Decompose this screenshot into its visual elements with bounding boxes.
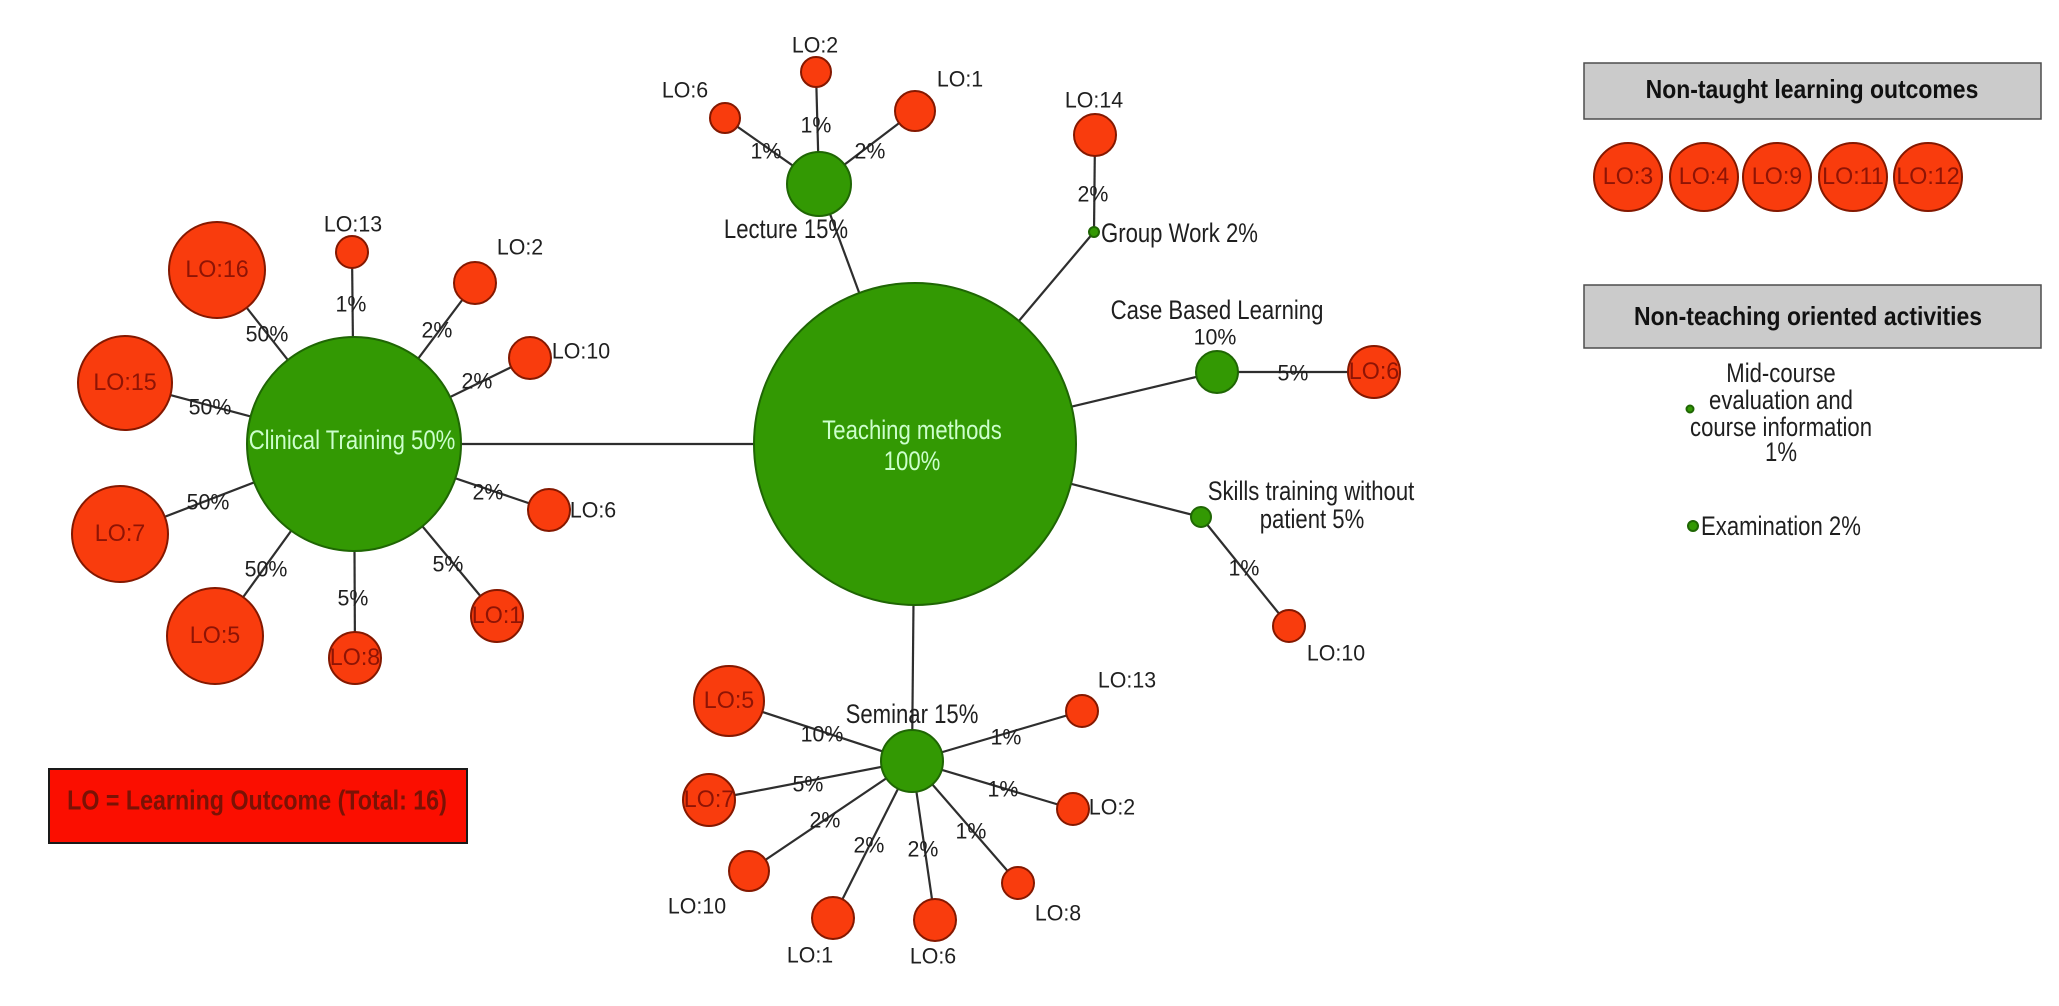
svg-text:2%: 2% — [908, 836, 939, 862]
svg-text:LO:7: LO:7 — [684, 787, 734, 813]
svg-text:LO:9: LO:9 — [1752, 164, 1802, 190]
svg-text:1%: 1% — [991, 724, 1022, 750]
svg-text:LO:8: LO:8 — [330, 645, 380, 671]
svg-text:1%: 1% — [751, 138, 782, 164]
svg-text:Lecture 15%: Lecture 15% — [724, 215, 848, 245]
svg-text:5%: 5% — [338, 585, 369, 611]
svg-text:10%: 10% — [1194, 324, 1237, 350]
svg-text:LO:10: LO:10 — [1307, 640, 1365, 666]
svg-text:1%: 1% — [1765, 438, 1797, 468]
svg-text:1%: 1% — [336, 291, 367, 317]
svg-text:LO:7: LO:7 — [95, 521, 145, 547]
svg-text:100%: 100% — [884, 447, 941, 477]
svg-text:course information: course information — [1690, 413, 1872, 443]
svg-text:LO:10: LO:10 — [668, 893, 726, 919]
svg-text:LO = Learning Outcome (Total:: LO = Learning Outcome (Total: 16) — [67, 786, 447, 816]
svg-text:LO:8: LO:8 — [1035, 900, 1081, 926]
svg-text:2%: 2% — [462, 368, 493, 394]
svg-text:50%: 50% — [189, 394, 232, 420]
svg-text:Mid-course: Mid-course — [1726, 359, 1835, 389]
svg-text:LO:4: LO:4 — [1679, 164, 1729, 190]
svg-text:Case Based Learning: Case Based Learning — [1111, 296, 1324, 326]
svg-text:LO:15: LO:15 — [93, 370, 156, 396]
svg-text:5%: 5% — [1278, 360, 1309, 386]
svg-text:50%: 50% — [246, 321, 289, 347]
svg-text:Teaching methods: Teaching methods — [822, 416, 1002, 446]
svg-text:LO:6: LO:6 — [662, 77, 708, 103]
svg-text:Skills training without: Skills training without — [1208, 477, 1415, 507]
svg-text:LO:13: LO:13 — [1098, 667, 1156, 693]
svg-text:Group Work 2%: Group Work 2% — [1101, 219, 1258, 249]
svg-text:LO:3: LO:3 — [1603, 164, 1653, 190]
svg-text:LO:6: LO:6 — [1349, 359, 1399, 385]
svg-text:Seminar 15%: Seminar 15% — [846, 700, 979, 730]
svg-text:LO:2: LO:2 — [497, 234, 543, 260]
svg-text:LO:2: LO:2 — [792, 32, 838, 58]
svg-text:LO:12: LO:12 — [1896, 164, 1959, 190]
svg-text:2%: 2% — [854, 832, 885, 858]
svg-text:LO:10: LO:10 — [552, 338, 610, 364]
svg-text:Non-teaching oriented activiti: Non-teaching oriented activities — [1634, 303, 1982, 331]
svg-text:2%: 2% — [1078, 181, 1109, 207]
svg-text:LO:1: LO:1 — [937, 66, 983, 92]
svg-text:50%: 50% — [245, 556, 288, 582]
svg-text:LO:13: LO:13 — [324, 211, 382, 237]
svg-text:LO:14: LO:14 — [1065, 87, 1123, 113]
svg-text:LO:16: LO:16 — [185, 257, 248, 283]
svg-text:patient 5%: patient 5% — [1260, 505, 1365, 535]
svg-text:LO:6: LO:6 — [570, 497, 616, 523]
svg-text:LO:5: LO:5 — [190, 623, 240, 649]
svg-text:2%: 2% — [473, 479, 504, 505]
svg-text:5%: 5% — [433, 551, 464, 577]
svg-text:LO:1: LO:1 — [787, 942, 833, 968]
svg-text:1%: 1% — [956, 818, 987, 844]
svg-text:LO:2: LO:2 — [1089, 794, 1135, 820]
svg-text:LO:11: LO:11 — [1822, 164, 1884, 190]
svg-text:10%: 10% — [801, 721, 844, 747]
svg-text:2%: 2% — [810, 807, 841, 833]
svg-text:LO:6: LO:6 — [910, 943, 956, 969]
svg-text:1%: 1% — [801, 112, 832, 138]
svg-text:LO:5: LO:5 — [704, 688, 754, 714]
svg-text:2%: 2% — [855, 138, 886, 164]
svg-text:Non-taught learning outcomes: Non-taught learning outcomes — [1646, 76, 1979, 104]
svg-text:Examination 2%: Examination 2% — [1701, 512, 1861, 542]
svg-text:LO:1: LO:1 — [472, 603, 522, 629]
svg-text:evaluation and: evaluation and — [1709, 386, 1853, 416]
svg-text:5%: 5% — [793, 771, 824, 797]
svg-text:50%: 50% — [187, 489, 230, 515]
svg-text:2%: 2% — [422, 317, 453, 343]
svg-text:1%: 1% — [1229, 555, 1260, 581]
svg-text:Clinical Training 50%: Clinical Training 50% — [249, 426, 456, 456]
svg-text:1%: 1% — [988, 776, 1019, 802]
